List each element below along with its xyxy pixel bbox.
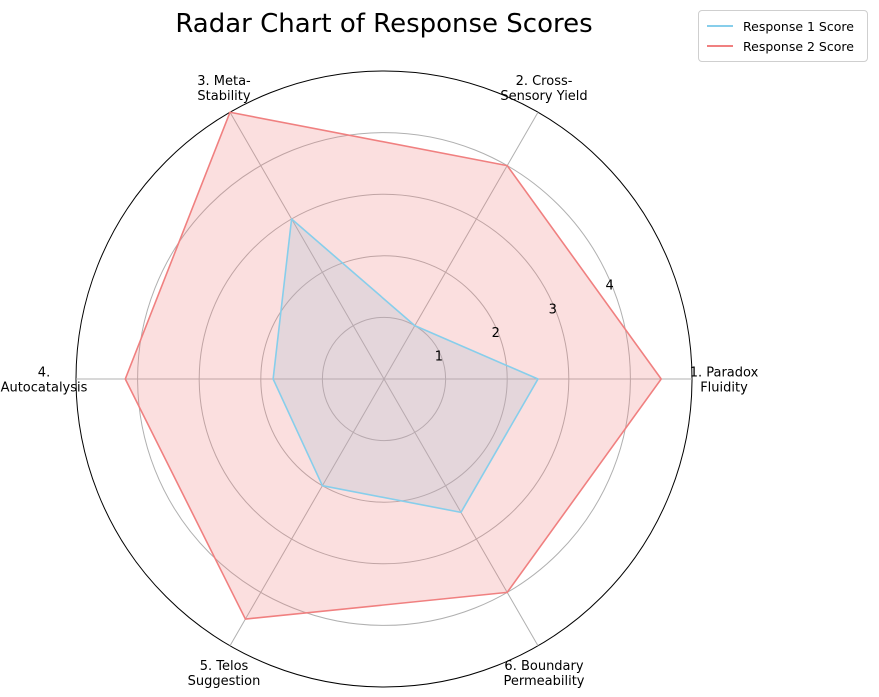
series-fill-1 — [273, 218, 538, 513]
radial-ticks: 1 2 3 4 — [435, 279, 614, 365]
category-label-1: 1. Paradox Fluidity — [690, 366, 759, 396]
category-label-3: 3. Meta-Stability — [197, 74, 251, 104]
category-label-2: 2. Cross-Sensory Yield — [500, 74, 587, 104]
legend-swatch-response-1 — [707, 25, 733, 27]
radial-tick-4: 4 — [606, 279, 614, 294]
series-line-1 — [272, 218, 539, 514]
spoke-3 — [229, 112, 385, 380]
legend-item-response-2: Response 2 Score — [707, 36, 859, 56]
radial-tick-3: 3 — [549, 302, 557, 317]
spoke-5 — [229, 378, 385, 646]
category-labels: 1. Paradox Fluidity 2. Cross-Sensory Yield… — [1, 74, 759, 689]
series-fill-2 — [125, 112, 662, 620]
spoke-2 — [383, 112, 539, 380]
series-layer — [124, 111, 663, 620]
category-label-6: 6. Boundary Permeability — [504, 659, 585, 689]
category-label-4: 4. Autocatalysis — [1, 366, 88, 396]
chart-title: Radar Chart of Response Scores — [175, 9, 592, 39]
legend-swatch-response-2 — [707, 45, 733, 47]
radial-tick-2: 2 — [492, 326, 500, 341]
category-label-5: 5. Telos Suggestion — [188, 659, 261, 689]
series-line-2 — [124, 111, 663, 620]
legend-label-response-2: Response 2 Score — [743, 38, 854, 54]
legend-label-response-1: Response 1 Score — [743, 18, 854, 34]
legend: Response 1 Score Response 2 Score — [698, 10, 868, 62]
radial-tick-1: 1 — [435, 349, 443, 364]
legend-item-response-1: Response 1 Score — [707, 16, 859, 36]
